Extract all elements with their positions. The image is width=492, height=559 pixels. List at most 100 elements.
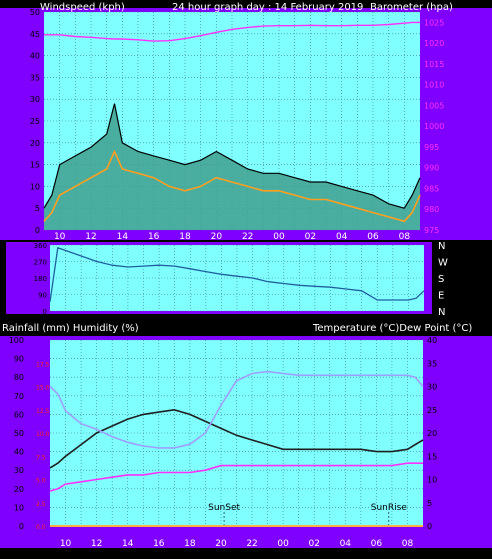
humidity-y-tick-label: 20	[14, 485, 24, 494]
pressure-y-tick-label: 995	[424, 143, 439, 152]
wind-y-tick-label: 20	[30, 139, 40, 148]
temp-x-tick-label: 12	[91, 539, 102, 549]
wind-y-tick-label: 30	[30, 95, 40, 104]
wind-x-tick-label: 12	[85, 232, 96, 242]
temp-x-tick-label: 18	[184, 539, 196, 549]
temperature-line	[49, 408, 424, 469]
temperature-y-tick-label: 35	[427, 359, 437, 368]
temperature-y-tick-label: 10	[427, 476, 437, 485]
temperature-y-tick-label: 40	[427, 336, 437, 345]
temperature-y-tick-label: 15	[427, 452, 437, 461]
pressure-y-tick-label: 980	[424, 205, 439, 214]
barometer-line	[44, 21, 420, 42]
temperature-y-tick-label: 25	[427, 406, 437, 415]
temperature-y-tick-label: 0	[427, 522, 432, 531]
humidity-y-tick-label: 10	[14, 503, 24, 512]
pressure-y-tick-label: 990	[424, 164, 439, 173]
wind-y-tick-label: 35	[30, 73, 40, 82]
rain-y-tick-label: 12.5	[36, 408, 50, 415]
header-center-label: 24 hour graph day : 14 February 2019	[172, 2, 363, 13]
temp-x-tick-label: 22	[246, 539, 257, 549]
wind-x-tick-label: 16	[148, 232, 160, 242]
humidity-y-tick-label: 30	[14, 466, 24, 475]
pressure-y-tick-label: 1010	[424, 81, 444, 90]
wind-y-tick-label: 0	[35, 226, 40, 235]
rain-y-tick-label: 10.0	[36, 431, 50, 438]
temp-x-tick-label: 20	[215, 539, 227, 549]
temp-x-tick-label: 10	[60, 539, 72, 549]
wind-y-tick-label: 5	[35, 204, 40, 213]
pressure-y-tick-label: 985	[424, 184, 439, 193]
temperature-y-tick-label: 20	[427, 429, 437, 438]
humidity-y-tick-label: 90	[14, 355, 24, 364]
compass-label: N	[438, 241, 445, 252]
rain-y-tick-label: 15.0	[36, 385, 50, 392]
humidity-y-tick-label: 40	[14, 448, 24, 457]
pressure-y-tick-label: 1015	[424, 60, 444, 69]
compass-label: W	[438, 258, 448, 269]
temperature-y-tick-label: 5	[427, 499, 432, 508]
rain-y-tick-label: 2.5	[36, 501, 46, 508]
rain-y-tick-label: 5.0	[36, 478, 46, 485]
dew-point-line	[49, 462, 423, 492]
grid-layer	[44, 11, 424, 527]
wind-x-tick-label: 08	[399, 232, 411, 242]
temp-x-tick-label: 00	[277, 539, 289, 549]
temp-x-tick-label: 08	[402, 539, 414, 549]
wind-x-tick-label: 20	[211, 232, 223, 242]
middle-left-label: Rainfall (mm) Humidity (%)	[2, 323, 139, 334]
pressure-y-tick-label: 1025	[424, 18, 444, 27]
wind-y-tick-label: 50	[30, 8, 40, 17]
gust-area	[44, 103, 420, 230]
wind-y-tick-label: 10	[30, 182, 40, 191]
pressure-y-tick-label: 1000	[424, 122, 444, 131]
header-left-label: Windspeed (kph)	[40, 2, 125, 13]
direction-y-tick-label: 90	[38, 292, 47, 300]
wind-x-tick-label: 10	[54, 232, 66, 242]
wind-x-tick-label: 02	[305, 232, 316, 242]
wind-x-tick-label: 06	[367, 232, 379, 242]
temp-x-tick-label: 06	[371, 539, 383, 549]
sunset-label: SunSet	[208, 503, 240, 513]
direction-y-tick-label: 180	[34, 275, 47, 283]
rain-y-tick-label: 7.5	[36, 454, 46, 461]
wind-x-tick-label: 00	[273, 232, 285, 242]
rain-y-tick-label: 0.0	[36, 524, 46, 531]
header-right-label: Barometer (hpa)	[370, 2, 453, 13]
temp-x-tick-label: 14	[122, 539, 134, 549]
direction-y-tick-label: 360	[34, 242, 47, 250]
direction-y-tick-label: 0	[43, 308, 47, 316]
wind-y-tick-label: 25	[30, 117, 40, 126]
wind-x-tick-label: 18	[179, 232, 191, 242]
gust-line	[43, 103, 421, 209]
wind-x-tick-label: 04	[336, 232, 348, 242]
humidity-y-tick-label: 50	[14, 429, 24, 438]
wind-y-tick-label: 45	[30, 30, 40, 39]
wind-y-tick-label: 40	[30, 52, 40, 61]
wind-x-tick-label: 14	[117, 232, 129, 242]
compass-label: E	[438, 291, 444, 302]
rain-y-tick-label: 17.5	[36, 361, 50, 368]
windspeed-line	[43, 149, 421, 223]
humidity-y-tick-label: 80	[14, 373, 24, 382]
pressure-y-tick-label: 1020	[424, 39, 444, 48]
temp-x-tick-label: 02	[308, 539, 319, 549]
wind-x-tick-label: 22	[242, 232, 253, 242]
temp-x-tick-label: 16	[153, 539, 165, 549]
humidity-y-tick-label: 70	[14, 392, 24, 401]
compass-label: N	[438, 307, 445, 318]
series-layer	[43, 21, 425, 527]
humidity-line	[49, 370, 424, 449]
pressure-y-tick-label: 1005	[424, 101, 444, 110]
humidity-y-tick-label: 60	[14, 410, 24, 419]
temperature-y-tick-label: 30	[427, 383, 437, 392]
axes-layer: 0510152025303540455097598098599099510001…	[9, 8, 448, 549]
pressure-y-tick-label: 975	[424, 226, 439, 235]
humidity-y-tick-label: 0	[19, 522, 24, 531]
direction-line	[49, 246, 425, 302]
compass-label: S	[438, 274, 444, 285]
wind-y-tick-label: 15	[30, 161, 40, 170]
humidity-y-tick-label: 100	[9, 336, 24, 345]
